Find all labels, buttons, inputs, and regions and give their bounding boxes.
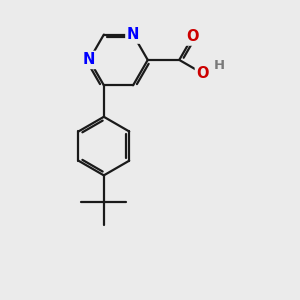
Text: H: H bbox=[214, 59, 225, 72]
Text: N: N bbox=[83, 52, 95, 68]
Text: O: O bbox=[196, 66, 209, 81]
Text: O: O bbox=[187, 29, 199, 44]
Text: N: N bbox=[127, 27, 139, 42]
